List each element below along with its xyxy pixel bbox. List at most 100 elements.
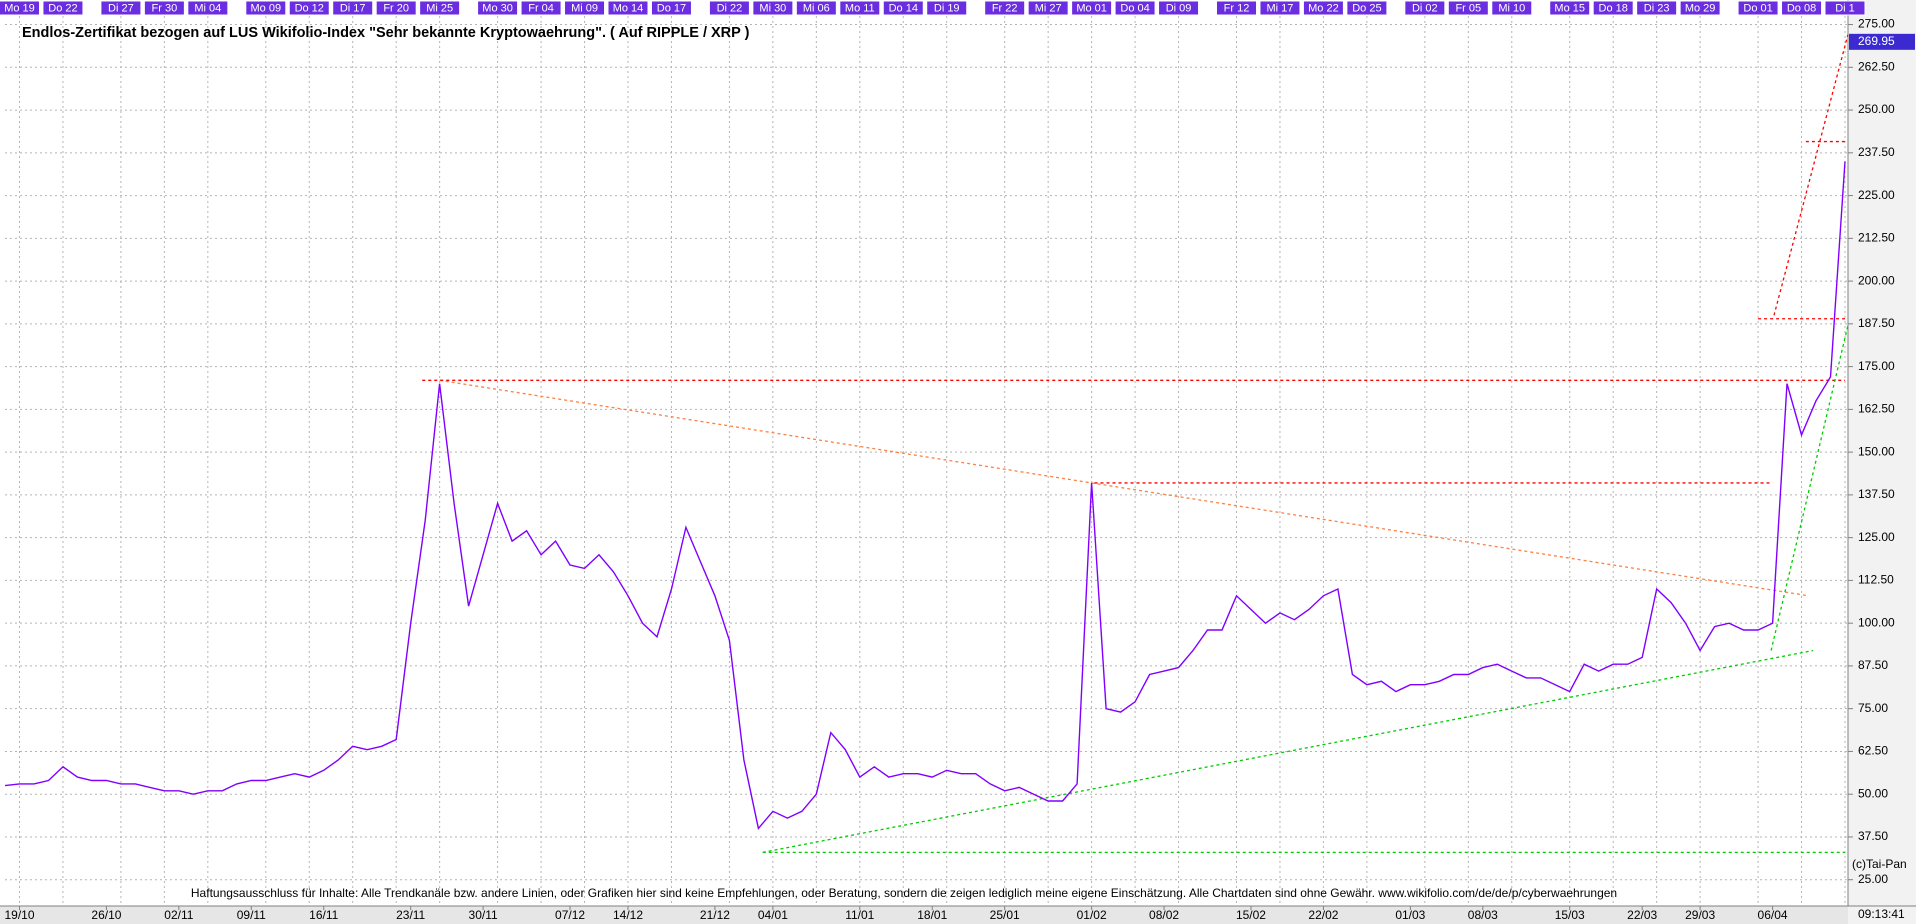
x-tick-label: 18/01 [917, 908, 947, 922]
top-label-box [650, 0, 692, 16]
y-tick-label: 275.00 [1858, 17, 1895, 31]
y-tick-label: 150.00 [1858, 444, 1895, 458]
top-label-box [1404, 0, 1446, 16]
top-label: Di 1 [1835, 2, 1855, 14]
top-label-box [1158, 0, 1200, 16]
top-label: Fr 04 [528, 2, 554, 14]
top-label-box [187, 0, 229, 16]
top-label-box [1027, 0, 1069, 16]
x-tick-label: 06/04 [1758, 908, 1788, 922]
top-label-box [419, 0, 461, 16]
y-tick-label: 262.50 [1858, 59, 1895, 73]
top-label-box [375, 0, 417, 16]
y-tick-label: 112.50 [1858, 573, 1894, 587]
x-tick-label: 02/11 [164, 908, 193, 922]
top-label: Fr 05 [1455, 2, 1481, 14]
footer: Haftungsausschluss für Inhalte: Alle Tre… [191, 886, 1617, 900]
x-tick-label: 21/12 [700, 908, 730, 922]
top-label: Do 22 [48, 2, 77, 14]
top-label: Do 14 [889, 2, 918, 14]
top-label-box [564, 0, 606, 16]
top-label: Mi 10 [1498, 2, 1525, 14]
top-label: Mi 06 [803, 2, 830, 14]
y-tick-label: 250.00 [1858, 102, 1895, 116]
top-label: Fr 12 [1224, 2, 1250, 14]
top-label-box [42, 0, 84, 16]
trendline [439, 379, 1809, 597]
x-tick-label: 15/03 [1555, 908, 1585, 922]
top-label-box [1346, 0, 1388, 16]
top-label-box [708, 0, 750, 16]
top-label-box [1549, 0, 1591, 16]
top-label: Do 25 [1352, 2, 1381, 14]
top-label: Do 17 [657, 2, 686, 14]
top-label-box [520, 0, 562, 16]
top-label: Mi 17 [1267, 2, 1294, 14]
trendline [1770, 325, 1849, 651]
top-label-box [1447, 0, 1489, 16]
top-label-box [288, 0, 330, 16]
top-label: Mi 25 [426, 2, 453, 14]
top-label: Di 23 [1644, 2, 1670, 14]
x-tick-label: 08/02 [1149, 908, 1179, 922]
x-tick-label: 30/11 [469, 908, 498, 922]
top-label-box [882, 0, 924, 16]
x-axis-strip [0, 906, 1916, 924]
top-label: Fr 22 [992, 2, 1018, 14]
x-tick-label: 15/02 [1236, 908, 1266, 922]
series [4, 161, 1846, 830]
top-label-box [1114, 0, 1156, 16]
y-tick-label: 87.50 [1858, 658, 1888, 672]
top-label: Mo 01 [1076, 2, 1107, 14]
top-label-box [100, 0, 142, 16]
top-label: Do 12 [295, 2, 324, 14]
top-label-box [1592, 0, 1634, 16]
top-label: Di 17 [340, 2, 366, 14]
grid [5, 16, 1848, 906]
top-label-box [1636, 0, 1678, 16]
top-label: Di 09 [1166, 2, 1192, 14]
top-label: Mo 14 [613, 2, 644, 14]
y-axis-strip [1848, 0, 1916, 924]
y-tick-label: 225.00 [1858, 188, 1895, 202]
y-tick-label: 162.50 [1858, 402, 1895, 416]
trendlines [422, 34, 1849, 853]
chart-title: Endlos-Zertifikat bezogen auf LUS Wikifo… [22, 25, 750, 41]
top-label-box [1737, 0, 1779, 16]
top-label: Do 18 [1599, 2, 1628, 14]
y-tick-label: 50.00 [1858, 786, 1888, 800]
x-tick-label: 19/10 [4, 908, 34, 922]
x-tick-label: 14/12 [613, 908, 643, 922]
last-value-box [1849, 33, 1915, 50]
y-tick-label: 37.50 [1858, 829, 1888, 843]
x-tick-label: 16/11 [309, 908, 338, 922]
top-label: Mi 04 [194, 2, 221, 14]
top-label: Do 01 [1743, 2, 1772, 14]
top-label: Mo 29 [1685, 2, 1716, 14]
y-tick-label: 75.00 [1858, 701, 1888, 715]
top-label: Di 19 [934, 2, 960, 14]
top-label-box [1679, 0, 1721, 16]
y-tick-label: 200.00 [1858, 273, 1895, 287]
top-label-box [332, 0, 374, 16]
top-label-box [607, 0, 649, 16]
top-label: Do 08 [1787, 2, 1816, 14]
x-tick-label: 22/03 [1627, 908, 1657, 922]
x-tick-label: 04/01 [758, 908, 788, 922]
last-value-label: 269.95 [1858, 34, 1895, 48]
x-tick-label: 29/03 [1685, 908, 1715, 922]
x-tick-label: 01/02 [1077, 908, 1107, 922]
top-label-box [0, 0, 40, 16]
top-label-box [1259, 0, 1301, 16]
top-label: Mo 22 [1308, 2, 1339, 14]
top-label: Mo 19 [4, 2, 35, 14]
top-label-box [752, 0, 794, 16]
top-label: Di 02 [1412, 2, 1438, 14]
x-tick-label: 01/03 [1395, 908, 1425, 922]
price-line [4, 161, 1846, 830]
top-label: Mo 15 [1554, 2, 1585, 14]
x-tick-label: 07/12 [555, 908, 585, 922]
top-label-box [795, 0, 837, 16]
top-label: Mo 11 [845, 2, 875, 14]
y-tick-label: 137.50 [1858, 487, 1895, 501]
